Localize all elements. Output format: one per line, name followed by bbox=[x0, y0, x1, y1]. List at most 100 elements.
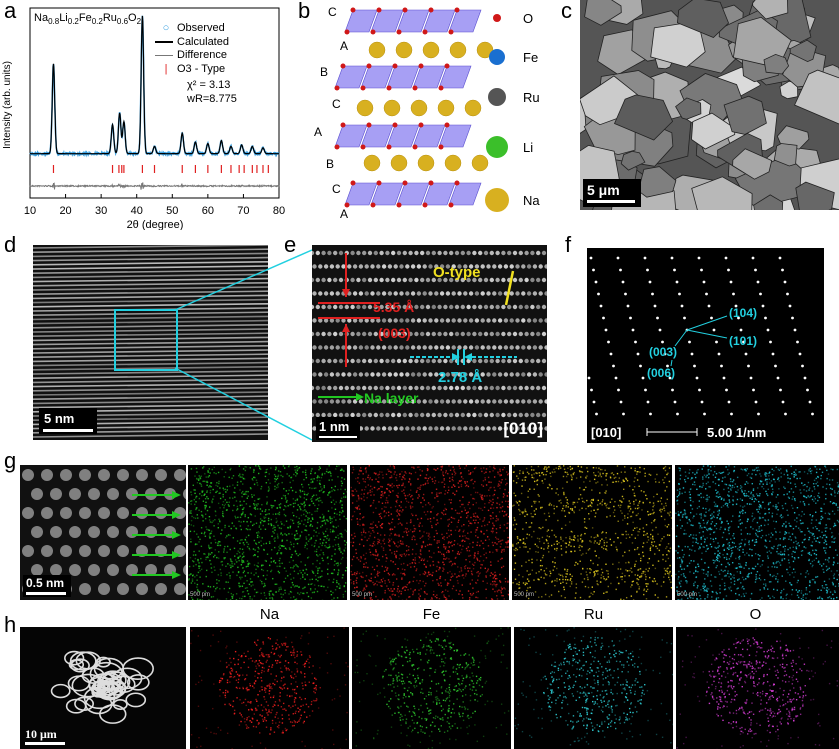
eds-pixel bbox=[570, 545, 572, 547]
eds-pixel bbox=[328, 579, 330, 581]
eds-pixel bbox=[492, 511, 494, 514]
eds-pixel bbox=[669, 547, 672, 549]
eds-pixel bbox=[606, 591, 608, 593]
atom-column bbox=[434, 264, 439, 269]
eds-pixel bbox=[637, 512, 639, 515]
eds-pixel bbox=[621, 576, 623, 578]
eds-pixel bbox=[667, 543, 670, 545]
atom-column bbox=[530, 277, 535, 283]
eds-pixel bbox=[275, 513, 277, 515]
eds-pixel bbox=[199, 482, 201, 485]
eds-pixel bbox=[643, 589, 645, 592]
eds-pixel bbox=[320, 476, 323, 479]
eds-pixel bbox=[251, 493, 253, 496]
eds-pixel bbox=[496, 591, 499, 593]
lattice-fringe bbox=[33, 370, 268, 375]
eds-pixel bbox=[481, 509, 484, 511]
eds-pixel bbox=[525, 546, 527, 548]
eds-pixel bbox=[462, 477, 464, 480]
eds-pixel bbox=[216, 582, 218, 585]
eds-pixel bbox=[212, 556, 215, 558]
eds-pixel bbox=[531, 558, 533, 561]
eds-pixel bbox=[354, 506, 357, 509]
atom-column bbox=[385, 385, 390, 391]
eds-pixel bbox=[622, 479, 624, 481]
eds-pixel bbox=[512, 582, 514, 584]
eds-pixel bbox=[276, 533, 279, 535]
eds-pixel bbox=[775, 507, 777, 510]
eds-pixel bbox=[392, 490, 394, 492]
eds-pixel bbox=[330, 593, 333, 596]
eds-pixel bbox=[306, 494, 308, 496]
eds-pixel bbox=[579, 544, 582, 547]
eds-pixel bbox=[774, 481, 776, 483]
eds-pixel bbox=[395, 477, 397, 479]
eds-pixel bbox=[585, 486, 587, 489]
eds-pixel bbox=[275, 466, 277, 468]
eds-pixel bbox=[360, 556, 362, 558]
eds-pixel bbox=[254, 476, 256, 479]
atom-column bbox=[466, 385, 471, 391]
na-atom-2-0 bbox=[363, 154, 381, 172]
eds-pixel bbox=[395, 494, 398, 497]
eds-pixel bbox=[311, 468, 313, 470]
eds-pixel bbox=[309, 504, 311, 506]
eds-pixel bbox=[260, 565, 263, 567]
eds-pixel bbox=[660, 511, 662, 513]
eds-pixel bbox=[650, 533, 652, 536]
eds-pixel bbox=[364, 536, 366, 538]
atom-column bbox=[402, 331, 407, 337]
eds-pixel bbox=[447, 542, 449, 544]
eds-pixel bbox=[393, 466, 396, 468]
eds-pixel bbox=[408, 582, 410, 584]
diffraction-spot bbox=[644, 388, 647, 392]
eds-pixel bbox=[332, 525, 334, 527]
eds-pixel bbox=[647, 480, 649, 483]
eds-pixel bbox=[493, 476, 496, 478]
atom-column bbox=[466, 412, 471, 418]
eds-pixel bbox=[296, 532, 298, 535]
eds-pixel bbox=[666, 554, 668, 556]
atom-column bbox=[318, 372, 323, 377]
eds-pixel bbox=[578, 470, 581, 472]
eds-pixel bbox=[308, 487, 311, 489]
eds-pixel bbox=[292, 479, 294, 482]
legend-atom-label-1: Fe bbox=[523, 50, 538, 65]
eds-pixel bbox=[393, 485, 395, 487]
eds-pixel bbox=[208, 599, 210, 600]
eds-pixel bbox=[802, 484, 805, 487]
atom-column bbox=[379, 412, 384, 418]
eds-pixel bbox=[309, 578, 311, 581]
atom-column bbox=[358, 264, 364, 269]
eds-pixel bbox=[513, 465, 515, 467]
eds-pixel bbox=[359, 560, 362, 562]
eds-pixel bbox=[401, 524, 403, 526]
eds-pixel bbox=[224, 503, 227, 506]
eds-pixel bbox=[468, 550, 471, 552]
eds-pixel bbox=[274, 583, 276, 586]
diffraction-spot bbox=[688, 340, 691, 344]
eds-pixel bbox=[324, 544, 326, 547]
eds-pixel bbox=[644, 475, 646, 477]
eds-pixel bbox=[437, 512, 439, 515]
eds-pixel bbox=[530, 522, 533, 524]
eds-pixel bbox=[238, 584, 240, 587]
eds-pixel bbox=[620, 481, 623, 484]
eds-pixel bbox=[398, 518, 400, 520]
eds-pixel bbox=[335, 501, 337, 503]
eds-pixel bbox=[407, 530, 410, 533]
atom-column bbox=[512, 385, 518, 391]
eds-pixel bbox=[739, 571, 742, 573]
eds-pixel bbox=[606, 507, 608, 509]
eds-pixel bbox=[442, 474, 445, 477]
eds-pixel bbox=[438, 597, 441, 600]
eds-pixel bbox=[190, 491, 192, 493]
eds-pixel bbox=[575, 477, 578, 479]
eds-pixel bbox=[491, 598, 493, 600]
eds-pixel bbox=[492, 551, 494, 554]
eds-pixel bbox=[365, 467, 367, 469]
eds-pixel bbox=[451, 573, 453, 575]
eds-pixel bbox=[388, 523, 391, 525]
eds-pixel bbox=[419, 522, 421, 524]
atom-column bbox=[437, 358, 442, 364]
